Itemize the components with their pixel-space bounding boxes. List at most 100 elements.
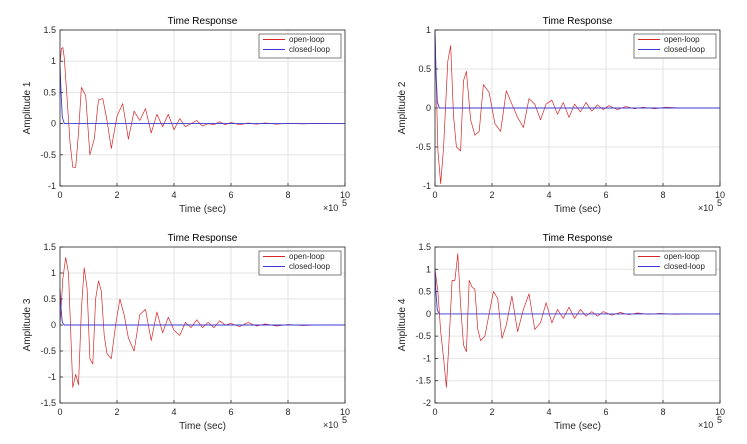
x-tick-label: 6 xyxy=(603,190,608,200)
y-tick-label: -0.5 xyxy=(415,331,431,341)
x-tick-label: 10 xyxy=(340,407,350,417)
x-tick-label: 0 xyxy=(432,190,437,200)
x-tick-label: 6 xyxy=(228,190,233,200)
x-tick-label: 8 xyxy=(660,407,665,417)
chart-1: 0 2 4 6 8 10 -1 -0.5 0 0.5 1 1.5 Time Response Time (… xyxy=(22,16,350,215)
axes-box xyxy=(434,246,721,404)
y-tick-label: -2 xyxy=(423,398,431,408)
axes-box xyxy=(59,29,346,187)
x-tick-label: 8 xyxy=(285,407,290,417)
chart-3: 0 2 4 6 8 10 -1.5 -1 -0.5 0 0.5 1 1.5 Time Response Ti… xyxy=(22,233,350,432)
legend-box xyxy=(633,33,717,59)
x-tick-label: 2 xyxy=(489,407,494,417)
y-tick-label: -1.5 xyxy=(40,398,56,408)
y-tick-label: -0.5 xyxy=(40,346,56,356)
x-tick-label: 10 xyxy=(340,190,350,200)
x-tick-label: 2 xyxy=(114,190,119,200)
y-tick-label: -1 xyxy=(423,353,431,363)
chart-title: Time Response xyxy=(168,16,238,27)
axes-box xyxy=(59,246,346,404)
x-tick-label: 0 xyxy=(57,190,62,200)
y-tick-label: 1 xyxy=(51,268,56,278)
x-tick-label: 4 xyxy=(546,407,551,417)
legend-label-closed-loop: closed-loop xyxy=(664,45,705,54)
y-tick-label: -1 xyxy=(48,181,56,191)
y-tick-label: -0.5 xyxy=(40,150,56,160)
x-axis-label: Time (sec) xyxy=(179,204,226,215)
x-tick-label: 4 xyxy=(171,190,176,200)
series-line-open-loop xyxy=(434,253,720,388)
x-exponent-label: ×10 xyxy=(323,203,338,213)
x-tick-label: 4 xyxy=(171,407,176,417)
x-tick-label: 6 xyxy=(603,407,608,417)
y-tick-label: -1 xyxy=(48,372,56,382)
y-axis-label: Amplitude 1 xyxy=(22,81,33,134)
x-tick-label: 10 xyxy=(715,407,725,417)
x-axis-label: Time (sec) xyxy=(554,204,601,215)
y-axis-label: Amplitude 4 xyxy=(397,298,408,351)
legend-box xyxy=(633,250,717,276)
y-axis-label: Amplitude 3 xyxy=(22,298,33,351)
x-tick-label: 2 xyxy=(114,407,119,417)
x-tick-label: 0 xyxy=(432,407,437,417)
legend-label-open-loop: open-loop xyxy=(664,252,700,261)
x-exponent-power: 5 xyxy=(717,198,722,208)
legend-label-closed-loop: closed-loop xyxy=(289,45,330,54)
legend-label-open-loop: open-loop xyxy=(289,35,325,44)
x-exponent-label: ×10 xyxy=(323,420,338,430)
y-tick-label: -1 xyxy=(423,181,431,191)
chart-2: 0 2 4 6 8 10 -1 -0.5 0 0.5 1 Time Response Time (sec… xyxy=(397,16,725,215)
y-tick-label: 1.5 xyxy=(418,242,431,252)
y-axis-label: Amplitude 2 xyxy=(397,81,408,134)
x-exponent-power: 5 xyxy=(342,415,347,425)
y-tick-label: 1.5 xyxy=(43,25,56,35)
series-line-closed-loop xyxy=(59,288,345,326)
x-tick-label: 0 xyxy=(57,407,62,417)
y-tick-label: -0.5 xyxy=(415,142,431,152)
x-axis-label: Time (sec) xyxy=(554,421,601,432)
y-tick-label: 0 xyxy=(426,309,431,319)
y-tick-label: 1 xyxy=(426,25,431,35)
series-line-closed-loop xyxy=(434,269,720,315)
legend-label-open-loop: open-loop xyxy=(664,35,700,44)
series-line-closed-loop xyxy=(59,64,345,125)
x-exponent-power: 5 xyxy=(717,415,722,425)
legend-label-closed-loop: closed-loop xyxy=(664,262,705,271)
x-exponent-label: ×10 xyxy=(698,420,713,430)
y-tick-label: 0.5 xyxy=(418,287,431,297)
x-tick-label: 4 xyxy=(546,190,551,200)
y-tick-label: 0.5 xyxy=(43,87,56,97)
chart-4: 0 2 4 6 8 10 -2 -1.5 -1 -0.5 0 0.5 1 1.5 Time Response… xyxy=(397,233,725,432)
y-tick-label: 0.5 xyxy=(43,294,56,304)
x-tick-label: 10 xyxy=(715,190,725,200)
x-tick-label: 8 xyxy=(660,190,665,200)
legend-label-closed-loop: closed-loop xyxy=(289,262,330,271)
y-tick-label: 1 xyxy=(426,264,431,274)
y-tick-label: 0 xyxy=(51,119,56,129)
chart-title: Time Response xyxy=(543,16,613,27)
legend-box xyxy=(258,250,342,276)
x-exponent-label: ×10 xyxy=(698,203,713,213)
y-tick-label: 0 xyxy=(51,320,56,330)
chart-title: Time Response xyxy=(543,233,613,244)
x-axis-label: Time (sec) xyxy=(179,421,226,432)
series-line-closed-loop xyxy=(434,29,720,109)
x-exponent-power: 5 xyxy=(342,198,347,208)
y-tick-label: -1.5 xyxy=(415,376,431,386)
x-tick-label: 6 xyxy=(228,407,233,417)
y-tick-label: 1 xyxy=(51,56,56,66)
legend-label-open-loop: open-loop xyxy=(289,252,325,261)
axes-box xyxy=(434,29,721,187)
x-tick-label: 2 xyxy=(489,190,494,200)
legend-box xyxy=(258,33,342,59)
y-tick-label: 1.5 xyxy=(43,242,56,252)
chart-title: Time Response xyxy=(168,233,238,244)
x-tick-label: 8 xyxy=(285,190,290,200)
y-tick-label: 0.5 xyxy=(418,64,431,74)
y-tick-label: 0 xyxy=(426,103,431,113)
